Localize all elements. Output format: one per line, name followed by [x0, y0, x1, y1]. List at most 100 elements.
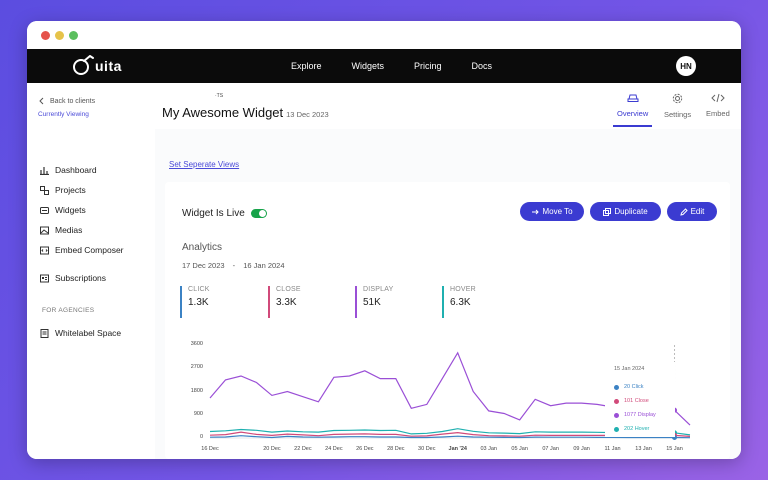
metric-label: HOVER: [450, 286, 476, 293]
top-navbar: uita Explore Widgets Pricing Docs HN: [27, 49, 741, 83]
tooltip-date: 15 Jan 2024: [614, 366, 645, 372]
analytics-title: Analytics: [182, 242, 223, 253]
x-tick-label: 22 Dec: [294, 446, 312, 452]
nav-widgets[interactable]: Widgets: [351, 61, 385, 71]
chevron-left-icon: [39, 97, 44, 105]
sidebar-item-label: Widgets: [55, 205, 86, 215]
series-line-click[interactable]: [209, 435, 691, 439]
widget-live-status: Widget Is Live: [182, 208, 267, 219]
y-tick-label: 0: [199, 434, 203, 440]
x-tick-label: 30 Dec: [418, 446, 436, 452]
tab-label: Overview: [617, 109, 649, 118]
brand-logo[interactable]: uita: [71, 55, 122, 77]
set-separate-views-link[interactable]: Set Seperate Views: [169, 160, 240, 169]
metric-hover[interactable]: HOVER 6.3K: [442, 286, 476, 318]
metric-value: 51K: [363, 297, 381, 308]
page-title: My Awesome Widget 13 Dec 2023: [162, 105, 329, 120]
tab-settings[interactable]: Settings: [664, 93, 691, 119]
live-toggle[interactable]: [250, 209, 267, 218]
y-tick-label: 1800: [190, 387, 203, 394]
browser-window: uita Explore Widgets Pricing Docs HN Bac…: [27, 21, 741, 459]
subscriptions-icon: [40, 274, 49, 282]
widget-date: 13 Dec 2023: [286, 110, 329, 119]
metric-value: 3.3K: [276, 297, 297, 308]
duplicate-button[interactable]: Duplicate: [590, 202, 661, 221]
page-header: ·TS My Awesome Widget 13 Dec 2023 Overvie…: [155, 83, 741, 129]
tooltip-swatch: [614, 412, 619, 418]
logo-icon: [73, 55, 94, 75]
y-tick-label: 900: [193, 410, 203, 417]
range-start: 17 Dec 2023: [182, 261, 225, 270]
tab-label: Settings: [664, 110, 692, 119]
car-icon: [627, 94, 639, 102]
maximize-window-dot[interactable]: [69, 31, 78, 40]
sidebar-item-label: Subscriptions: [55, 273, 107, 283]
tooltip-text: 101 Close: [624, 398, 649, 404]
tooltip-swatch: [614, 398, 619, 404]
x-tick-label: 03 Jan: [480, 446, 497, 452]
back-label: Back to clients: [50, 97, 96, 105]
edit-button[interactable]: Edit: [667, 202, 717, 221]
metric-display[interactable]: DISPLAY 51K: [355, 286, 393, 318]
x-tick-label: 26 Dec: [356, 446, 374, 452]
image-icon: [40, 226, 49, 234]
metric-value: 6.3K: [450, 297, 471, 308]
close-window-dot[interactable]: [41, 31, 50, 40]
metric-click[interactable]: CLICK 1.3K: [180, 286, 210, 318]
metric-label: CLICK: [188, 286, 210, 293]
edit-label: Edit: [690, 207, 705, 216]
nav-explore[interactable]: Explore: [291, 61, 322, 71]
whitelabel-icon: [40, 328, 49, 338]
x-tick-label: 07 Jan: [542, 446, 559, 452]
sidebar-item-medias[interactable]: Medias: [40, 225, 82, 235]
tooltip-text: 1077 Display: [624, 412, 656, 418]
tab-label: Embed: [706, 109, 730, 118]
widget-card: Widget Is Live Move To Duplicate Edit An…: [165, 182, 730, 459]
live-label: Widget Is Live: [182, 208, 245, 219]
sidebar-item-embed-composer[interactable]: Embed Composer: [40, 245, 124, 255]
sidebar-item-label: Medias: [55, 225, 83, 235]
agencies-group-label: FOR AGENCIES: [42, 307, 95, 314]
duplicate-label: Duplicate: [614, 207, 648, 216]
metric-close[interactable]: CLOSE 3.3K: [268, 286, 301, 318]
sidebar-item-label: Dashboard: [55, 165, 97, 175]
sidebar-item-projects[interactable]: Projects: [40, 185, 86, 195]
tooltip-swatch: [614, 426, 619, 432]
tooltip-swatch: [614, 384, 619, 390]
sidebar-item-dashboard[interactable]: Dashboard: [40, 165, 97, 175]
sidebar-item-subscriptions[interactable]: Subscriptions: [40, 273, 106, 283]
window-titlebar: [27, 21, 741, 49]
back-to-clients-link[interactable]: Back to clients: [38, 97, 95, 105]
nav-docs[interactable]: Docs: [471, 61, 493, 71]
tab-overview[interactable]: Overview: [613, 93, 653, 127]
analytics-date-range[interactable]: 17 Dec 2023 - 16 Jan 2024: [182, 261, 285, 270]
brand-name: uita: [95, 58, 122, 74]
chart-tooltip: 15 Jan 2024 20 Click 101 Close 1077 Disp…: [605, 362, 675, 437]
header-tiny-text: ·TS: [215, 93, 224, 99]
tab-embed[interactable]: Embed: [706, 93, 730, 118]
main-nav: Explore Widgets Pricing Docs: [291, 49, 522, 83]
x-tick-label: 15 Jan: [666, 446, 683, 452]
sidebar: Back to clients Currently Viewing Dashbo…: [27, 83, 155, 459]
sidebar-item-label: Whitelabel Space: [55, 328, 122, 338]
x-tick-label: Jan '24: [448, 446, 467, 452]
sidebar-item-label: Embed Composer: [55, 245, 124, 255]
minimize-window-dot[interactable]: [55, 31, 64, 40]
x-tick-label: 09 Jan: [573, 446, 590, 452]
x-tick-label: 11 Jan: [604, 446, 621, 452]
pencil-icon: [679, 207, 688, 216]
gear-icon: [672, 93, 683, 104]
move-to-button[interactable]: Move To: [520, 202, 584, 221]
widgets-icon: [40, 206, 49, 214]
sidebar-item-whitelabel-space[interactable]: Whitelabel Space: [40, 328, 121, 338]
nav-pricing[interactable]: Pricing: [414, 61, 442, 71]
x-tick-label: 05 Jan: [511, 446, 528, 452]
tooltip-row-click: 20 Click: [614, 384, 644, 390]
sidebar-item-widgets[interactable]: Widgets: [40, 205, 86, 215]
user-avatar[interactable]: HN: [676, 56, 696, 76]
widget-title: My Awesome Widget: [162, 105, 284, 120]
metric-label: DISPLAY: [363, 286, 394, 293]
code-icon: [711, 93, 725, 103]
tooltip-text: 202 Hover: [624, 426, 650, 432]
currently-viewing-label[interactable]: Currently Viewing: [38, 111, 89, 118]
